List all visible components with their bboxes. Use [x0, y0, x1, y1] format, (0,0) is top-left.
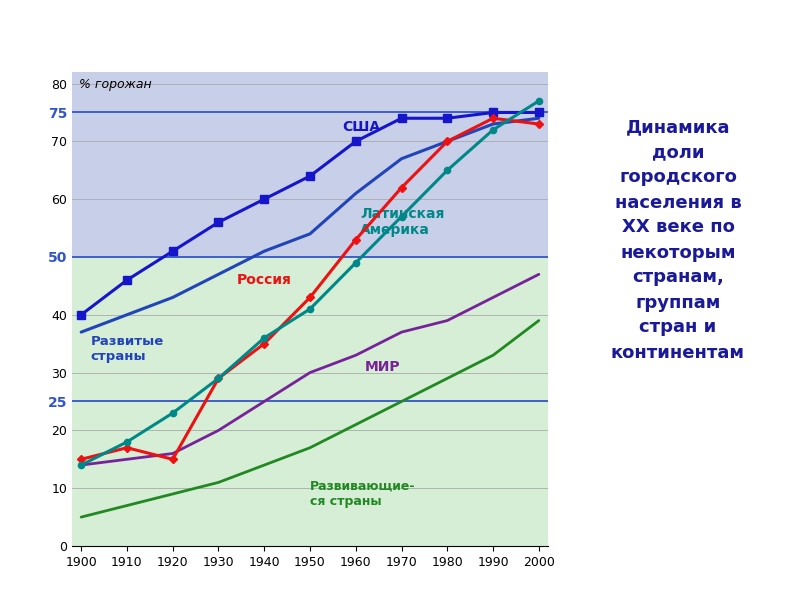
Text: США: США — [342, 120, 380, 134]
Text: Латинская
Америка: Латинская Америка — [360, 207, 445, 238]
Bar — [72, 72, 548, 257]
Text: Развивающие-
ся страны: Развивающие- ся страны — [310, 480, 415, 508]
Text: % горожан: % горожан — [79, 78, 151, 91]
Text: Развитые
страны: Развитые страны — [90, 335, 163, 364]
Text: Россия: Россия — [237, 273, 292, 287]
Text: Динамика
доли
городского
населения в
ХХ веке по
некоторым
странам,
группам
стран: Динамика доли городского населения в ХХ … — [611, 118, 745, 361]
Bar — [72, 257, 548, 546]
Text: МИР: МИР — [365, 360, 401, 374]
Text: Геоурбанистика: Геоурбанистика — [554, 16, 710, 35]
